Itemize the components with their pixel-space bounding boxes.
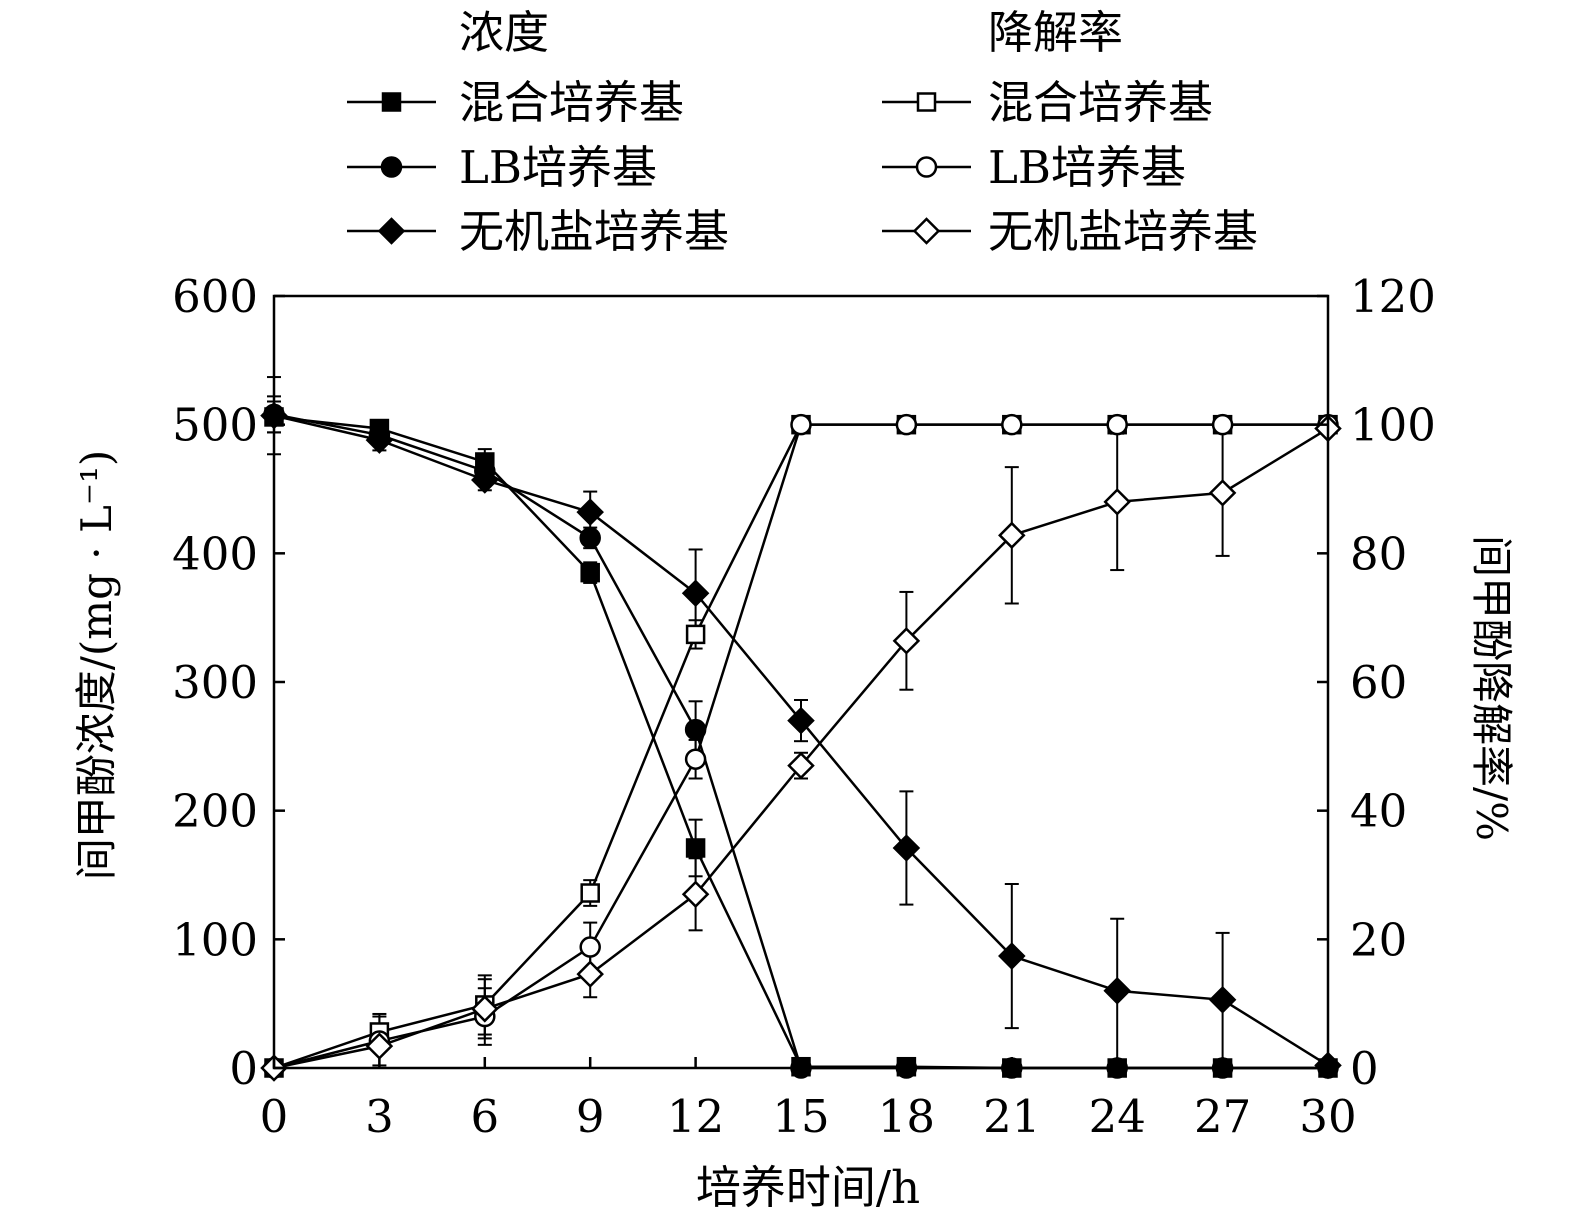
legend-marker-degradation-diamond [912, 217, 941, 245]
left-axis-label: 间甲酚浓度/(mg · L⁻¹) [72, 450, 121, 881]
legend-label-concentration-diamond: 无机盐培养基 [459, 205, 729, 258]
y-left-tick-label: 400 [172, 527, 258, 580]
x-tick-label: 27 [1194, 1090, 1251, 1143]
y-right-tick-label: 100 [1350, 399, 1436, 452]
x-tick-label: 15 [772, 1090, 829, 1143]
data-point-degradation-diamond [892, 627, 921, 655]
series-line-concentration-square [273, 415, 1328, 1070]
y-left-tick-label: 100 [172, 913, 258, 966]
plot-frame [272, 294, 1330, 1070]
data-point-degradation-diamond [471, 995, 499, 1023]
data-point-concentration-square [580, 562, 600, 583]
legend-label-degradation-square: 混合培养基 [988, 76, 1213, 129]
y-right-tick-label: 60 [1350, 656, 1407, 709]
right-axis-label: 间甲酚降解率/% [1467, 535, 1516, 841]
data-point-concentration-diamond [365, 426, 394, 454]
data-point-degradation-diamond [1208, 479, 1237, 507]
data-point-concentration-diamond [787, 706, 815, 735]
series-line-degradation-circle [273, 423, 1328, 1070]
y-left-tick-label: 200 [172, 785, 258, 838]
legend-marker-degradation-circle [915, 156, 938, 178]
data-point-concentration-square [685, 838, 706, 858]
legend-label-concentration-square: 混合培养基 [459, 76, 684, 129]
y-right-tick-label: 120 [1350, 270, 1436, 323]
legend-label-degradation-circle: LB培养基 [988, 141, 1186, 194]
x-tick-label: 6 [470, 1090, 499, 1143]
y-right-tick-label: 40 [1350, 785, 1407, 838]
data-point-degradation-diamond [787, 751, 815, 780]
data-point-degradation-circle [579, 936, 601, 958]
data-point-concentration-diamond [998, 942, 1026, 970]
data-point-degradation-circle [1211, 413, 1234, 436]
legend-marker-concentration-circle [380, 156, 403, 178]
series-line-degradation-diamond [273, 427, 1329, 1070]
data-point-concentration-circle [684, 718, 707, 741]
data-point-concentration-diamond [1103, 977, 1131, 1005]
x-tick-label: 30 [1299, 1090, 1356, 1143]
data-point-degradation-diamond [681, 880, 710, 909]
data-point-degradation-diamond [576, 960, 604, 988]
y-right-tick-label: 0 [1350, 1042, 1379, 1095]
data-point-concentration-circle [579, 527, 601, 549]
legend-label-degradation-diamond: 无机盐培养基 [988, 205, 1258, 258]
data-point-concentration-diamond [681, 579, 710, 607]
axis-ticks [272, 294, 1330, 1070]
x-tick-label: 12 [667, 1090, 724, 1143]
x-tick-label: 24 [1089, 1090, 1146, 1143]
data-point-degradation-square [685, 624, 706, 645]
legend-marker-degradation-square [916, 92, 937, 112]
data-point-degradation-circle [1001, 413, 1023, 436]
data-point-degradation-circle [684, 748, 707, 770]
data-point-concentration-diamond [576, 498, 604, 526]
data-point-degradation-circle [790, 413, 812, 436]
y-left-tick-label: 300 [172, 656, 258, 709]
x-tick-label: 9 [576, 1090, 605, 1143]
legend-marker-concentration-square [381, 92, 402, 112]
x-tick-label: 18 [878, 1090, 935, 1143]
y-right-tick-label: 20 [1350, 913, 1407, 966]
y-left-tick-label: 500 [172, 399, 258, 452]
y-right-tick-label: 80 [1350, 527, 1407, 580]
data-point-degradation-diamond [1103, 488, 1131, 516]
data-point-degradation-diamond [998, 521, 1026, 550]
y-left-tick-label: 600 [172, 270, 258, 323]
y-left-tick-label: 0 [229, 1042, 258, 1095]
data-point-concentration-diamond [471, 466, 499, 494]
series-line-degradation-square [273, 423, 1328, 1070]
x-tick-label: 3 [365, 1090, 394, 1143]
data-point-concentration-diamond [1208, 986, 1237, 1014]
legend-title-degradation: 降解率 [988, 6, 1123, 59]
legend-title-concentration: 浓度 [459, 6, 549, 59]
legend-label-concentration-circle: LB培养基 [459, 141, 657, 194]
data-point-degradation-circle [895, 413, 918, 436]
data-point-degradation-square [580, 883, 600, 903]
x-tick-label: 21 [983, 1090, 1040, 1143]
x-tick-label: 0 [260, 1090, 289, 1143]
legend-marker-concentration-diamond [377, 217, 406, 245]
x-axis-label: 培养时间/h [696, 1161, 920, 1214]
data-point-degradation-circle [1106, 413, 1128, 436]
axis-tick-labels: 0 3 6 9 12 15 18 21 24 27 300100200300400500600020… [172, 270, 1436, 1143]
data-point-concentration-diamond [892, 834, 921, 862]
